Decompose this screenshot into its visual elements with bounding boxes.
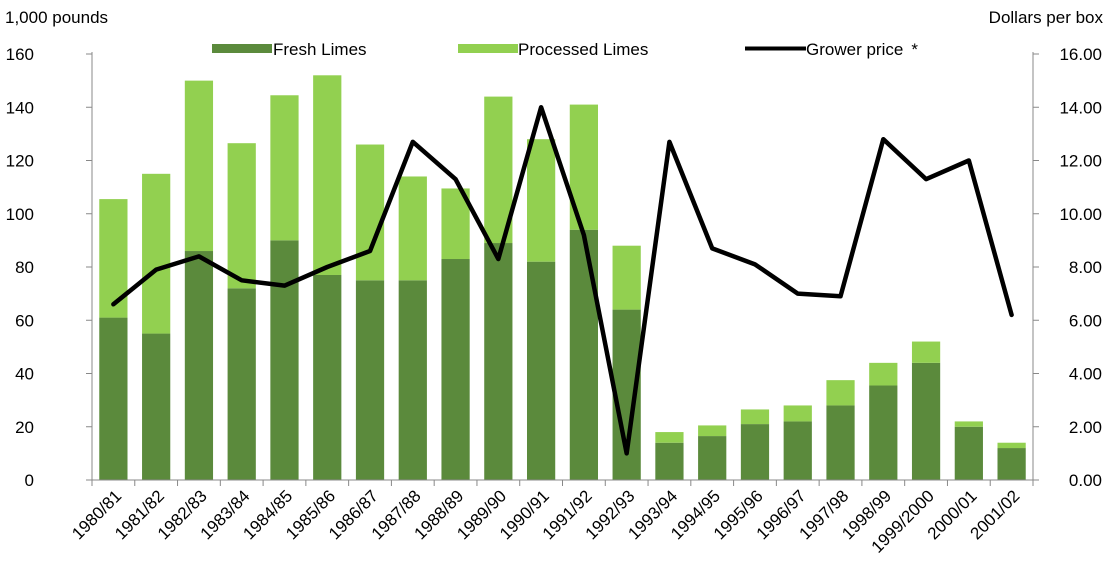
right-tick-label: 16.00 xyxy=(1059,45,1102,64)
bar-fresh-limes xyxy=(698,436,727,480)
right-tick-label: 8.00 xyxy=(1069,258,1102,277)
bar-processed-limes xyxy=(270,95,299,241)
bar-fresh-limes xyxy=(484,243,513,480)
legend-swatch-fresh-limes xyxy=(212,44,272,53)
bar-processed-limes xyxy=(398,176,427,281)
bar-fresh-limes xyxy=(783,421,812,480)
bar-fresh-limes xyxy=(142,333,171,480)
right-tick-label: 0.00 xyxy=(1069,471,1102,490)
bar-processed-limes xyxy=(698,425,727,437)
left-tick-label: 40 xyxy=(15,365,34,384)
bar-processed-limes xyxy=(997,442,1026,449)
legend-label-grower-price-note: * xyxy=(911,40,918,59)
left-tick-label: 160 xyxy=(6,45,34,64)
left-tick-label: 20 xyxy=(15,418,34,437)
right-tick-label: 2.00 xyxy=(1069,418,1102,437)
bar-fresh-limes xyxy=(313,274,342,480)
left-tick-label: 80 xyxy=(15,258,34,277)
bar-processed-limes xyxy=(227,143,256,289)
legend-label-processed-limes: Processed Limes xyxy=(518,40,648,59)
bar-processed-limes xyxy=(313,75,342,275)
grower-price-line xyxy=(111,105,1014,456)
bar-processed-limes xyxy=(783,405,812,422)
bar-fresh-limes xyxy=(740,424,770,480)
bar-fresh-limes xyxy=(184,251,214,480)
bar-processed-limes xyxy=(826,380,855,406)
bar-fresh-limes xyxy=(869,385,898,480)
left-tick-label: 60 xyxy=(15,311,34,330)
bar-fresh-limes xyxy=(227,288,256,480)
legend: Fresh Limes Processed Limes Grower price… xyxy=(212,40,918,59)
bar-fresh-limes xyxy=(99,317,128,480)
right-tick-label: 4.00 xyxy=(1069,365,1102,384)
bar-processed-limes xyxy=(655,432,684,443)
right-tick-label: 12.00 xyxy=(1059,152,1102,171)
right-tick-label: 14.00 xyxy=(1059,98,1102,117)
bar-fresh-limes xyxy=(655,442,684,480)
legend-label-grower-price-name: Grower price xyxy=(806,40,903,59)
bar-processed-limes xyxy=(612,245,641,310)
left-tick-label: 120 xyxy=(6,152,34,171)
bar-processed-limes xyxy=(184,80,214,252)
bar-processed-limes xyxy=(954,421,983,427)
price-line-layer xyxy=(111,105,1014,456)
right-axis-unit-label: Dollars per box xyxy=(989,8,1104,27)
bar-fresh-limes xyxy=(997,448,1026,480)
bar-fresh-limes xyxy=(569,229,599,480)
right-tick-label: 6.00 xyxy=(1069,311,1102,330)
bar-processed-limes xyxy=(99,199,128,318)
legend-label-fresh-limes: Fresh Limes xyxy=(273,40,367,59)
bar-processed-limes xyxy=(740,409,770,425)
left-tick-label: 100 xyxy=(6,205,34,224)
bar-processed-limes xyxy=(355,144,385,281)
bar-processed-limes xyxy=(526,139,556,262)
bar-fresh-limes xyxy=(270,240,299,480)
left-tick-label: 0 xyxy=(25,471,34,490)
x-axis-labels: 1980/811981/821982/831983/841984/851985/… xyxy=(68,486,1023,556)
legend-label-grower-price: Grower price * xyxy=(806,40,918,59)
bar-processed-limes xyxy=(911,341,941,363)
axes-layer: 0 20 40 60 80 100 120 140 160 0.00 2.00 4.00 6.00 8.0… xyxy=(6,45,1102,490)
bar-fresh-limes xyxy=(911,362,941,480)
bar-fresh-limes xyxy=(526,261,556,480)
bar-processed-limes xyxy=(869,362,898,386)
right-tick-label: 10.00 xyxy=(1059,205,1102,224)
bar-fresh-limes xyxy=(441,259,470,480)
bar-fresh-limes xyxy=(398,280,427,480)
bar-processed-limes xyxy=(142,173,171,334)
bar-fresh-limes xyxy=(355,280,385,480)
bar-fresh-limes xyxy=(826,405,855,480)
left-tick-label: 140 xyxy=(6,98,34,117)
legend-swatch-processed-limes xyxy=(458,44,518,53)
left-axis-unit-label: 1,000 pounds xyxy=(5,8,108,27)
bar-fresh-limes xyxy=(954,426,983,480)
